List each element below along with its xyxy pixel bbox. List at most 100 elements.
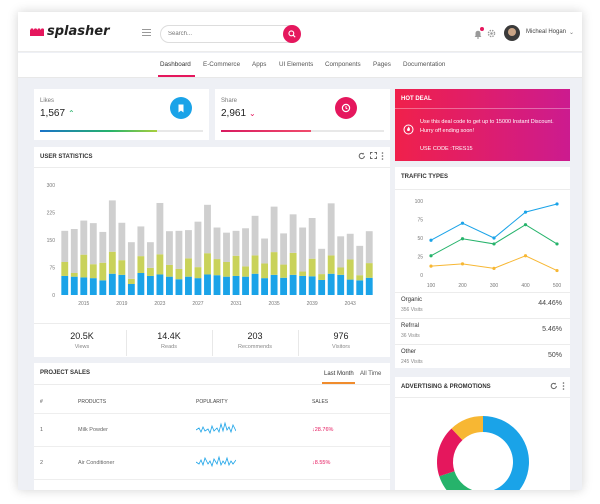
bar [108,200,116,252]
bar [156,202,164,255]
y-tick-label: 100 [415,199,424,205]
bar [251,273,259,295]
tab-last-month[interactable]: Last Month [324,371,354,377]
nav-components[interactable]: Components [325,61,361,68]
data-point [492,266,496,270]
product-name: Milk Powder [78,427,108,433]
data-point [555,268,559,273]
divider [298,330,299,356]
traffic-percent: 5.46% [542,326,562,333]
fullscreen-icon[interactable] [370,152,377,159]
advertising-card: ADVERTISING & PROMOTIONS [395,377,570,490]
traffic-types-card: TRAFFIC TYPES 0 25 50 75 100 100 200 300 400 500 … [395,167,570,368]
column-header: SALES [312,399,329,405]
divider [212,330,213,356]
bar [80,220,88,255]
bar [156,274,164,295]
chevron-down-icon[interactable]: ⌄ [569,30,575,36]
x-tick-label: 2043 [345,301,356,307]
advertising-title: ADVERTISING & PROMOTIONS [401,384,491,390]
data-point [523,210,528,214]
top-bar: splasher Micheal Hogan ⌄ [18,12,582,52]
avatar[interactable] [504,25,520,41]
data-point [492,236,496,240]
search-icon [288,30,296,38]
gear-icon[interactable] [487,29,496,38]
bar [127,278,135,284]
nav-e-commerce[interactable]: E-Commerce [203,61,241,68]
tab-all-time[interactable]: All Time [360,371,382,377]
nav-documentation[interactable]: Documentation [403,61,446,68]
metric-value: 203 [247,331,263,341]
refresh-icon[interactable] [358,152,366,160]
bar [299,271,307,276]
likes-label: Likes [40,98,55,104]
bar [99,280,107,295]
bar [89,278,97,295]
more-vertical-icon[interactable] [381,152,384,160]
bar [175,230,183,269]
bar [70,273,78,277]
bar [99,262,107,281]
metric-value: 20.5K [70,331,94,341]
share-value: 2,961 [221,108,247,119]
nav-pages[interactable]: Pages [373,61,391,68]
hot-deal-text: Use this deal code to get up to 15000 In… [420,119,554,134]
share-progress [221,130,384,132]
x-tick-label: 400 [521,283,530,289]
bar [327,203,335,256]
nav-dashboard[interactable]: Dashboard [160,61,191,68]
x-tick-label: 2035 [269,301,280,307]
bar [213,259,221,276]
likes-card: Likes 1,567 ⌃ [34,89,209,140]
bar [118,222,126,261]
x-tick-label: 100 [427,283,436,289]
bar [137,273,145,295]
hot-deal-card: HOT DEAL Use this deal code to get up to… [395,89,570,161]
data-point [429,238,433,242]
bar [261,278,269,295]
hot-deal-code: USE CODE :TRES15 [420,146,473,152]
search-button[interactable] [283,25,301,43]
product-name: Air Conditioner [78,460,115,466]
bar [232,255,240,276]
bell-icon[interactable] [474,30,482,39]
more-vertical-icon[interactable] [562,382,565,390]
user-name[interactable]: Micheal Hogan [526,29,567,35]
x-tick-label: 2031 [230,301,241,307]
donut-slice [451,416,483,441]
user-statistics-title: USER STATISTICS [40,154,93,160]
y-tick-label: 150 [47,238,56,244]
logo[interactable]: splasher [30,24,110,39]
bar [165,264,173,277]
bar [118,274,126,295]
sales-change: ↓28.76% [312,427,334,433]
refresh-icon[interactable] [550,382,558,390]
nav-apps[interactable]: Apps [252,61,267,68]
divider [395,189,570,190]
bar [70,276,78,295]
likes-value: 1,567 [40,108,66,119]
project-sales-card: PROJECT SALES Last Month All Time # PROD… [34,363,391,490]
data-point [523,254,528,258]
bar [318,279,326,295]
menu-toggle-icon[interactable] [142,29,151,38]
traffic-name: Organic [401,297,423,303]
bar [89,264,97,279]
likes-progress-fill [40,130,158,132]
bar [337,274,345,295]
search-input[interactable] [160,25,300,43]
bar [289,274,297,295]
metric-label: Views [74,344,90,350]
divider [34,413,391,414]
bar [356,245,364,276]
metric-visitors: 976 Visitors [298,331,384,350]
bar [356,280,364,295]
metric-value: 976 [333,331,349,341]
bar [70,229,78,273]
bar [318,274,326,280]
nav-ui-elements[interactable]: UI Elements [279,61,314,68]
bar [346,233,354,260]
trend-up-icon: ⌃ [68,109,75,118]
logo-mark-icon [30,27,44,36]
